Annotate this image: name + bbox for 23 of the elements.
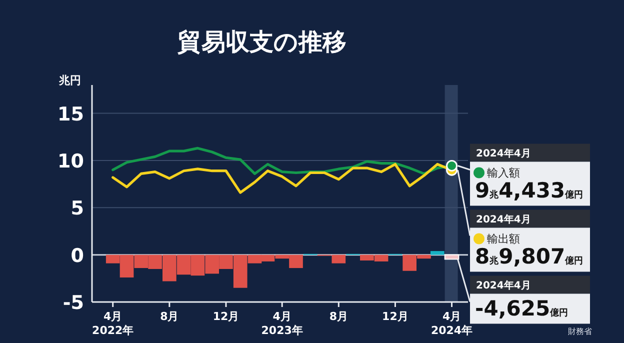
- y-tick-label: 10: [58, 150, 84, 172]
- x-tick-label: 12月: [382, 310, 408, 323]
- annotation: 8兆9,807億円: [475, 244, 584, 269]
- x-tick-label: 4月 2023年: [261, 310, 303, 337]
- x-tick-label: 4月 2024年: [430, 310, 473, 337]
- x-tick-label: 4月 2022年: [92, 310, 134, 337]
- annotation: 2024年4月: [476, 214, 531, 226]
- annotation: -4,625億円: [475, 296, 568, 321]
- y-tick-label: 0: [70, 244, 84, 267]
- y-tick-label: 5: [70, 198, 84, 220]
- annotation: 2024年4月: [476, 148, 531, 160]
- x-tick-label: 8月: [160, 310, 179, 323]
- chart-title: 貿易収支の推移: [176, 28, 346, 56]
- y-axis-title: 兆円: [58, 74, 81, 87]
- y-tick-label: -5: [62, 292, 84, 314]
- text: 財務省: [568, 327, 592, 336]
- annotation: 9兆4,433億円: [475, 178, 584, 203]
- y-tick-label: 15: [58, 103, 84, 126]
- x-tick-label: 8月: [329, 310, 348, 323]
- x-tick-label: 12月: [212, 310, 240, 323]
- legend-label: 輸入額: [487, 166, 520, 180]
- legend-label: 輸出額: [487, 232, 520, 246]
- annotation: 2024年4月: [476, 280, 531, 292]
